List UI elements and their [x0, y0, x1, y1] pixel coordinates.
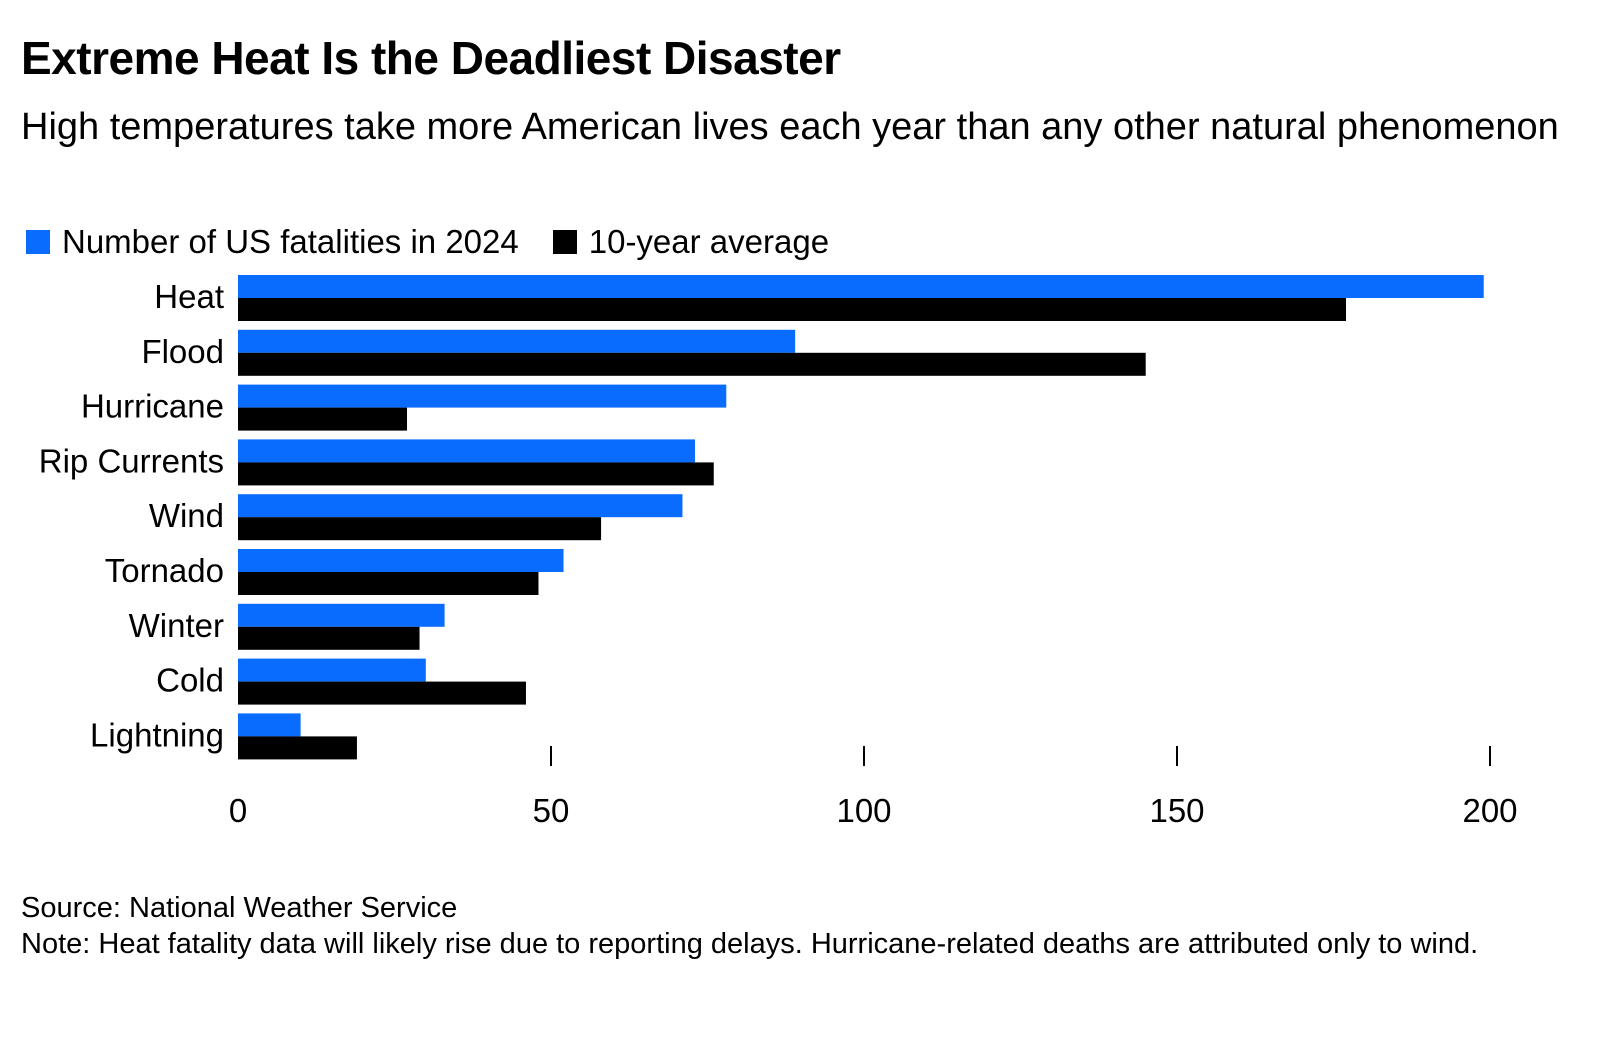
bar-average-rip-currents: [238, 462, 714, 486]
category-label-hurricane: Hurricane: [81, 388, 224, 425]
bar-average-flood: [238, 352, 1146, 376]
bar-2024-lightning: [238, 713, 301, 737]
bar-2024-rip-currents: [238, 439, 695, 463]
x-tick-label-50: 50: [533, 792, 570, 829]
bar-average-lightning: [238, 736, 357, 760]
legend: Number of US fatalities in 2024 10-year …: [26, 222, 863, 262]
bar-2024-heat: [238, 275, 1484, 298]
legend-item-2024: Number of US fatalities in 2024: [26, 223, 519, 261]
category-label-tornado: Tornado: [105, 552, 224, 589]
legend-label-average: 10-year average: [588, 223, 830, 260]
category-label-flood: Flood: [141, 333, 224, 370]
legend-swatch-2024: [26, 230, 50, 254]
bar-average-cold: [238, 681, 526, 705]
bar-average-wind: [238, 517, 602, 541]
category-label-rip-currents: Rip Currents: [39, 442, 224, 479]
category-label-cold: Cold: [156, 662, 224, 699]
footnote: Note: Heat fatality data will likely ris…: [21, 928, 1479, 960]
category-label-heat: Heat: [154, 278, 224, 315]
bar-2024-hurricane: [238, 384, 727, 408]
bar-average-tornado: [238, 572, 539, 595]
x-tick-label-0: 0: [229, 792, 247, 829]
category-label-wind: Wind: [149, 497, 224, 534]
bar-average-winter: [238, 626, 420, 650]
bar-2024-tornado: [238, 549, 564, 572]
category-label-winter: Winter: [129, 607, 224, 644]
bar-2024-cold: [238, 658, 426, 682]
x-tick-label-150: 150: [1149, 792, 1204, 829]
legend-swatch-average: [552, 230, 577, 254]
legend-label-2024: Number of US fatalities in 2024: [62, 223, 519, 260]
chart-title: Extreme Heat Is the Deadliest Disaster: [21, 32, 841, 84]
x-tick-label-100: 100: [836, 792, 891, 829]
source-note: Source: National Weather Service: [21, 892, 458, 924]
bar-2024-wind: [238, 494, 683, 518]
legend-item-average: 10-year average: [552, 223, 830, 261]
category-label-lightning: Lightning: [90, 716, 224, 753]
bar-2024-winter: [238, 603, 445, 627]
bar-average-heat: [238, 298, 1347, 321]
bar-2024-flood: [238, 329, 796, 353]
bar-average-hurricane: [238, 407, 408, 431]
chart-subtitle: High temperatures take more American liv…: [21, 106, 1559, 148]
x-tick-label-200: 200: [1462, 792, 1517, 829]
